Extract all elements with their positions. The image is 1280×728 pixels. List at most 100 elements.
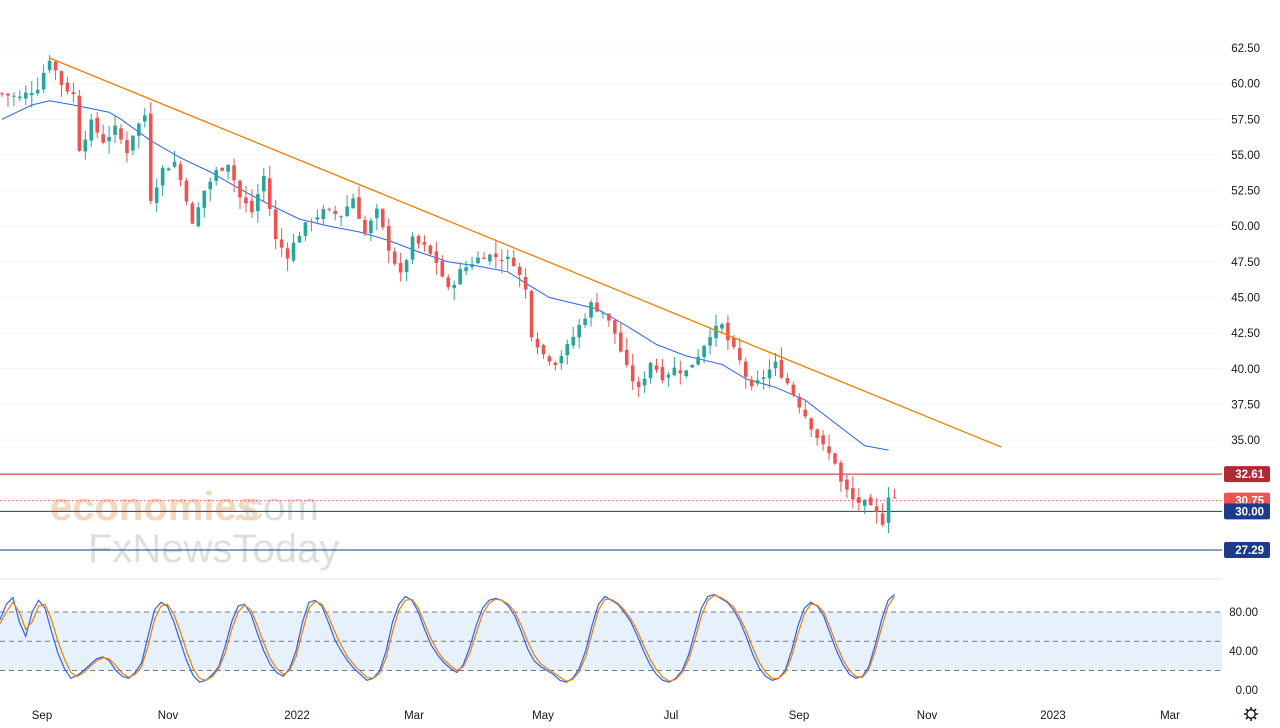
candle [369,217,373,242]
candle-body [143,115,147,122]
candle [726,315,730,351]
candle [190,201,195,224]
stochastic-line-k [0,593,895,683]
candle [654,358,659,373]
candle [446,274,451,291]
candle [226,164,230,180]
candle-body [517,266,522,275]
candle [862,498,867,514]
trendline[interactable] [49,57,1002,448]
time-axis[interactable]: Sep Nov 2022 Mar May Jul Sep Nov 2023 Mar [32,710,1180,722]
candle [137,122,141,149]
price-level-badge [1224,541,1270,558]
candle-body [12,95,16,97]
watermark-line1-suffix: .com [232,485,319,529]
candle-body [89,119,94,141]
candle-body [494,253,498,258]
price-level-label: 32.61 [1235,469,1264,481]
candle-body [577,325,581,338]
candle [428,244,433,256]
candle [630,353,635,391]
watermark-line1: economies [50,485,259,529]
candle [624,337,629,368]
candle-body [755,380,760,384]
candle [143,107,147,128]
candle-body [660,367,665,381]
candle [315,209,320,225]
candle [77,89,82,153]
candle-body [214,170,218,181]
candle-body [803,409,808,417]
candle-body [880,513,885,525]
candle-body [321,209,326,220]
candle-body [726,322,730,341]
candle [160,164,165,197]
candle [71,82,76,103]
candle-body [392,251,397,264]
candle-body [422,242,427,245]
candle-body [47,60,52,71]
candle-body [482,257,486,260]
candle-body [749,379,754,387]
stochastic-axis[interactable]: 80.00 40.00 0.00 [1229,607,1258,697]
candle [541,343,546,359]
candle-body [690,364,694,368]
candle-body [464,267,468,272]
candle-body [416,236,421,244]
candle-body [613,320,617,334]
candle-body [160,167,165,186]
price-tick-label: 47.50 [1231,257,1260,269]
candle [607,313,611,327]
candle [101,124,105,145]
candle-body [797,396,802,408]
gear-icon[interactable] [1243,706,1259,722]
candle-body [291,242,296,261]
candle-body [285,248,290,259]
candle [232,158,236,193]
candle [803,400,808,419]
candle-body [137,123,141,136]
candle-body [535,338,540,348]
candle [476,251,480,265]
candle-body [339,216,343,218]
candle [119,124,123,145]
candle [35,77,40,96]
candle [65,76,70,95]
candle-body [672,367,677,376]
price-level-label: 27.29 [1235,545,1264,557]
candle [619,322,623,353]
candle [59,70,64,97]
candle [696,349,700,366]
time-axis-label: Nov [158,710,179,722]
candle-body [131,135,135,151]
candle-body [125,140,129,154]
candle [886,487,891,534]
candle [511,249,516,267]
candle [184,177,189,206]
candle-body [0,93,4,95]
candle [291,233,296,263]
candle-body [333,210,337,214]
candle [743,357,748,389]
candle-body [148,113,153,201]
candle [595,292,599,313]
candle [857,487,861,513]
candle [375,203,379,231]
candle [708,328,712,355]
candle [333,205,337,221]
candle-body [773,361,778,369]
candle-body [386,225,391,251]
candle [321,204,326,225]
time-axis-label: Nov [917,710,938,722]
candle [214,166,218,186]
time-axis-label: Sep [789,710,809,722]
time-axis-label: Mar [404,710,424,722]
candle [547,354,552,366]
candle-body [559,356,564,364]
candle-body [595,302,599,312]
stochastic-tick-label: 0.00 [1236,685,1258,697]
stochastic-line-d [0,594,896,682]
candle-body [279,239,284,248]
candle [363,215,367,237]
candle-body [303,222,308,236]
